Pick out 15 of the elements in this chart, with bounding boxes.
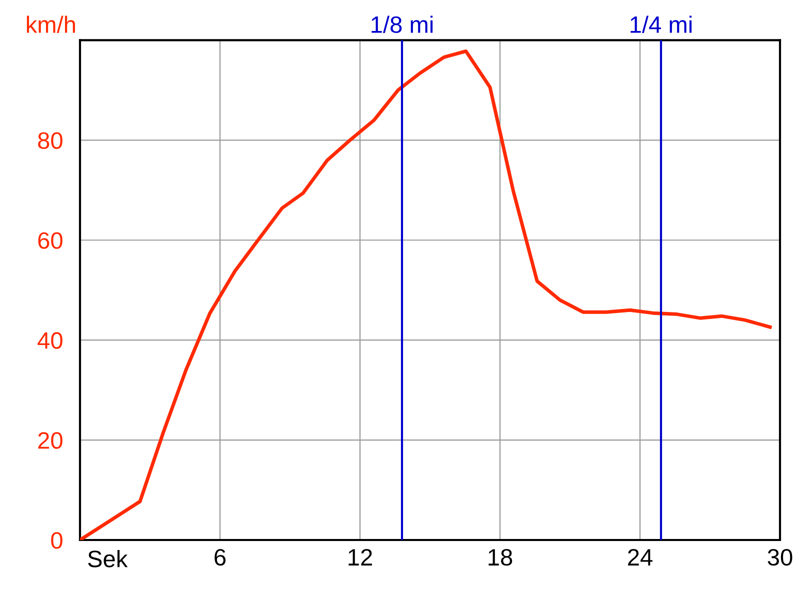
ref-line-label: 1/8 mi — [372, 16, 433, 34]
x-axis-title: Sek — [88, 550, 128, 568]
x-tick-label: 18 — [488, 548, 512, 566]
y-axis-title: km/h — [26, 16, 75, 34]
y-tick-label: 60 — [38, 232, 62, 249]
y-tick-label: 80 — [38, 132, 62, 149]
x-tick-label: 6 — [214, 548, 226, 566]
y-tick-label: 40 — [38, 332, 62, 349]
y-tick-label: 0 — [51, 532, 62, 549]
x-tick-label: 30 — [768, 548, 792, 566]
x-tick-label: 24 — [628, 548, 652, 566]
ref-line-label: 1/4 mi — [630, 16, 692, 34]
x-tick-label: 12 — [348, 548, 372, 566]
line-series — [80, 49, 772, 540]
y-tick-label: 20 — [38, 432, 62, 449]
